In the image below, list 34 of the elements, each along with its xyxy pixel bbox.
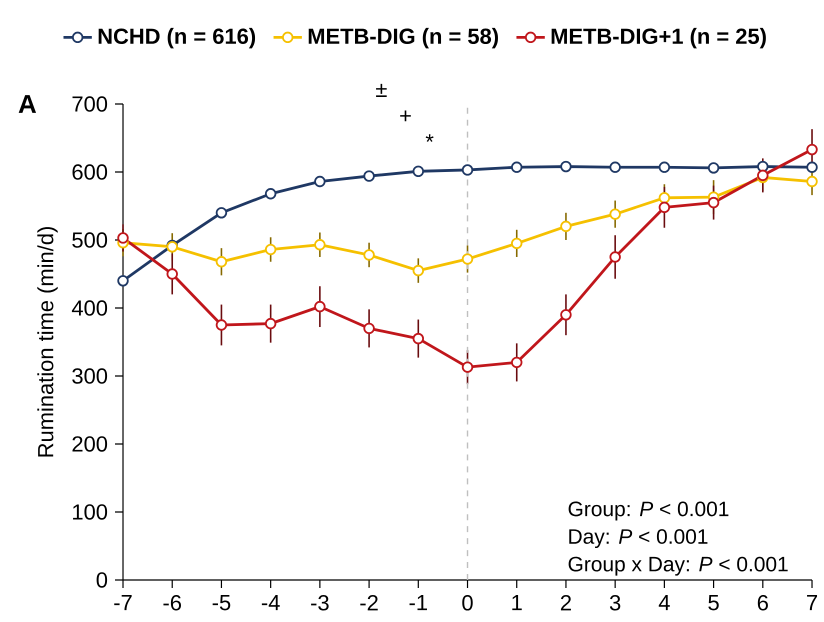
- y-axis-title: Rumination time (min/d): [37, 227, 58, 456]
- legend-label: NCHD (n = 616): [98, 28, 256, 48]
- annotation: Day: P < 0.001: [569, 529, 708, 548]
- x-tick-label: 4: [658, 595, 670, 610]
- x-tick-label: -4: [262, 595, 280, 610]
- y-tick-label: 400: [72, 300, 108, 316]
- y-tick-label: 200: [72, 436, 108, 452]
- y-tick-label: 0: [96, 572, 108, 588]
- y-tick-label: 300: [72, 368, 108, 384]
- x-tick-label: -1: [410, 595, 427, 610]
- annotation: *: [426, 134, 434, 142]
- x-tick-label: -6: [163, 595, 181, 611]
- x-tick-label: -7: [114, 595, 132, 610]
- x-tick-label: 0: [462, 595, 473, 611]
- y-tick-label: 700: [72, 96, 108, 112]
- annotation: Group x Day: P < 0.001: [568, 556, 788, 576]
- x-tick-label: 5: [708, 595, 719, 610]
- y-tick-label: 500: [72, 232, 108, 248]
- y-tick-label: 600: [72, 164, 108, 180]
- x-tick-label: -2: [360, 595, 378, 610]
- text: A: [18, 95, 36, 113]
- x-tick-label: 3: [610, 595, 620, 611]
- y-tick-label: 100: [73, 504, 108, 520]
- legend-label: METB-DIG+1 (n = 25): [552, 28, 766, 48]
- x-tick-label: -5: [212, 595, 230, 610]
- text: ±: [376, 84, 387, 97]
- annotation: +: [400, 110, 411, 122]
- legend-label: METB-DIG (n = 58): [308, 28, 498, 48]
- x-tick-label: 1: [512, 595, 522, 610]
- x-tick-label: 2: [560, 595, 571, 610]
- x-tick-label: 6: [758, 595, 768, 611]
- annotation: Group: P < 0.001: [568, 502, 728, 520]
- x-tick-label: 7: [807, 595, 818, 610]
- x-tick-label: -3: [311, 595, 329, 611]
